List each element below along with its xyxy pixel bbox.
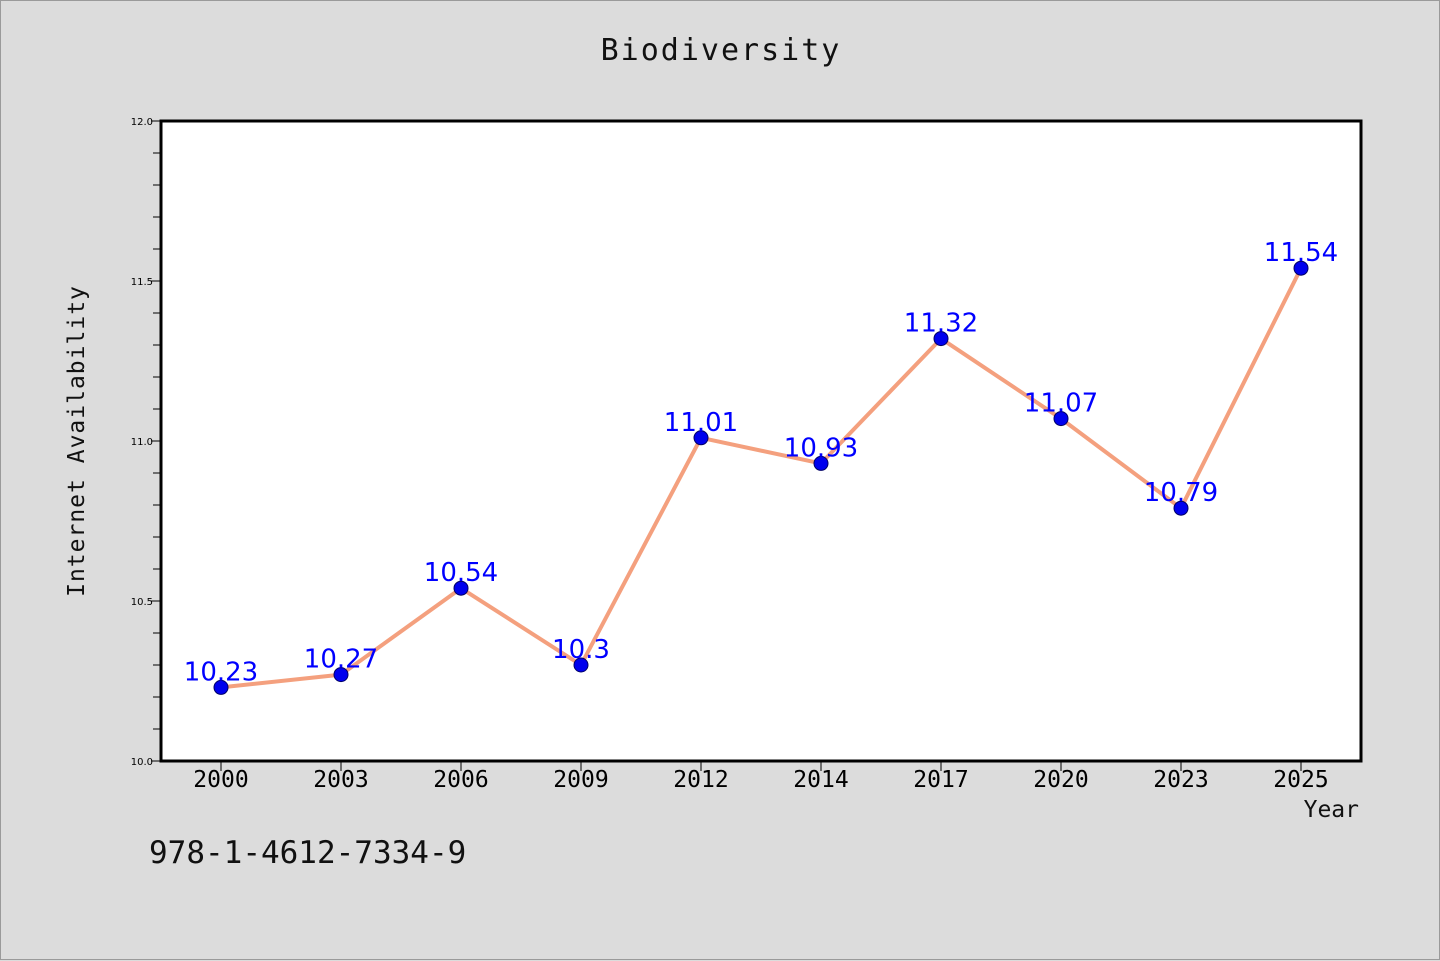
x-tick-label: 2020 bbox=[1033, 767, 1088, 793]
data-label: 10.79 bbox=[1144, 478, 1218, 508]
x-tick-label: 2006 bbox=[433, 767, 488, 793]
data-label: 11.01 bbox=[664, 408, 738, 438]
y-tick-label: 12.0 bbox=[131, 117, 153, 128]
x-axis-label: Year bbox=[1303, 797, 1359, 823]
data-point bbox=[933, 331, 949, 347]
data-label: 10.27 bbox=[304, 645, 378, 675]
x-tick-label: 2009 bbox=[553, 767, 608, 793]
x-tick-label: 2003 bbox=[313, 767, 368, 793]
data-point bbox=[813, 455, 829, 471]
chart-title: Biodiversity bbox=[600, 33, 842, 68]
y-tick-label: 10.0 bbox=[131, 757, 153, 768]
data-point bbox=[213, 679, 229, 695]
y-axis-label: Internet Availability bbox=[64, 285, 90, 597]
data-label: 11.32 bbox=[904, 309, 978, 339]
y-tick-label: 10.5 bbox=[131, 597, 153, 608]
data-point bbox=[1053, 411, 1069, 427]
x-tick-label: 2017 bbox=[913, 767, 968, 793]
data-point bbox=[333, 667, 349, 683]
data-point bbox=[1293, 260, 1309, 276]
data-point bbox=[1173, 500, 1189, 516]
data-label: 10.54 bbox=[424, 558, 498, 588]
data-label: 11.54 bbox=[1264, 238, 1338, 268]
series-line bbox=[220, 267, 1303, 690]
data-label: 10.3 bbox=[552, 635, 610, 665]
data-point bbox=[693, 430, 709, 446]
data-point bbox=[453, 580, 469, 596]
data-point bbox=[573, 657, 589, 673]
x-tick-label: 2014 bbox=[793, 767, 848, 793]
data-label: 11.07 bbox=[1024, 389, 1098, 419]
x-tick-label: 2025 bbox=[1273, 767, 1328, 793]
y-tick-label: 11.0 bbox=[131, 437, 153, 448]
x-tick-label: 2023 bbox=[1153, 767, 1208, 793]
plot-frame bbox=[159, 119, 1363, 763]
isbn-code: 978-1-4612-7334-9 bbox=[149, 835, 467, 871]
x-tick-label: 2012 bbox=[673, 767, 728, 793]
data-label: 10.93 bbox=[784, 433, 858, 463]
y-tick-label: 11.5 bbox=[131, 277, 153, 288]
data-label: 10.23 bbox=[184, 657, 258, 687]
x-tick-label: 2000 bbox=[193, 767, 248, 793]
